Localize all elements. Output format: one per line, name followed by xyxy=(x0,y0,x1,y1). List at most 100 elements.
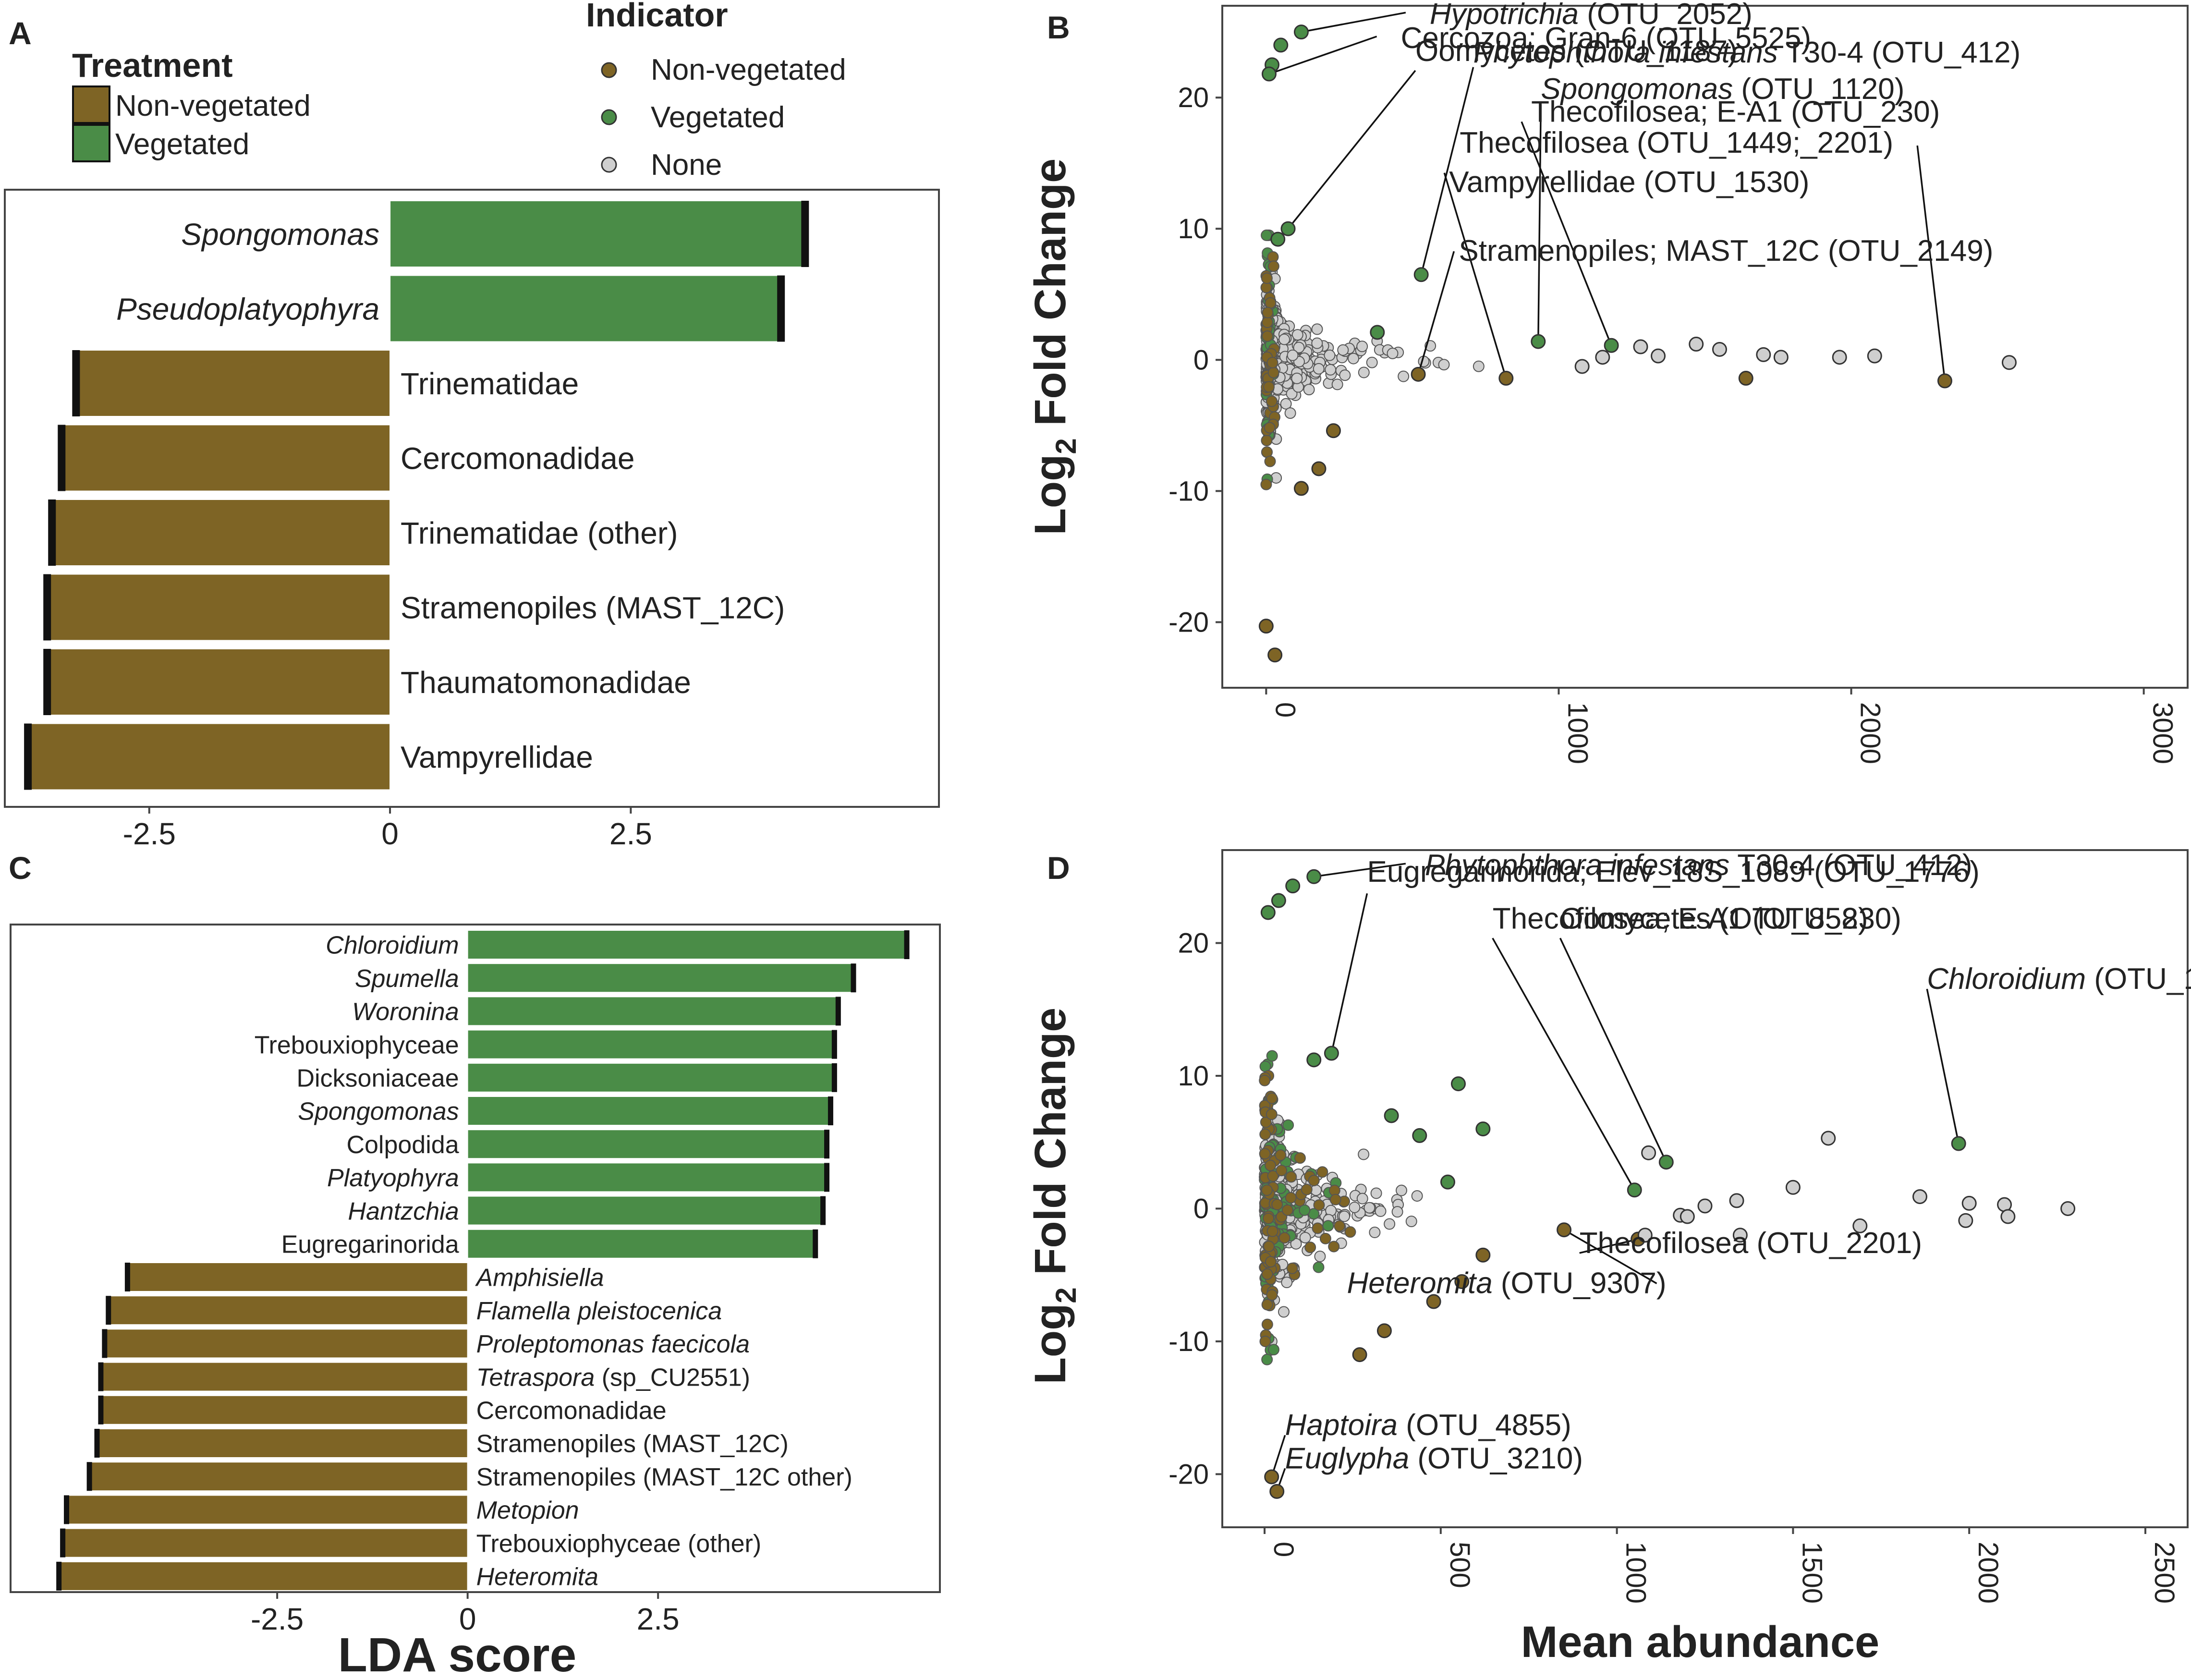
lda-bar xyxy=(86,1461,468,1492)
cloud-point xyxy=(1261,272,1273,284)
annotation-leader xyxy=(1420,67,1474,275)
annotation-label-part: Cercozoa; Gran-6 (OTU_5525) xyxy=(1401,22,1812,55)
cloud-point xyxy=(1293,341,1305,353)
panel-b-point-cloud xyxy=(1260,229,1485,490)
lda-category-label-part: Platyophyra xyxy=(327,1164,459,1192)
lda-bar-edge xyxy=(813,1229,818,1258)
annotation-label: Hypotrichia (OTU_2052) xyxy=(1430,0,1753,31)
annotation-leader xyxy=(1916,145,1946,381)
cloud-point xyxy=(1313,1261,1325,1273)
lda-category-label: Trebouxiophyceae (other) xyxy=(476,1530,762,1558)
highlighted-point xyxy=(1821,1131,1836,1146)
highlighted-point xyxy=(1531,334,1546,349)
highlighted-point xyxy=(1412,1128,1427,1143)
lda-bar-edge xyxy=(831,1063,837,1092)
cloud-point xyxy=(1261,1299,1273,1311)
cloud-point xyxy=(1262,1212,1274,1224)
cloud-point xyxy=(1266,1050,1278,1062)
panel-c-x-axis: -2.5 0 2.5 xyxy=(251,1592,680,1636)
lda-category-label: Platyophyra xyxy=(327,1164,459,1192)
y-tick-label: -10 xyxy=(1169,1326,1209,1357)
lda-bar-edge xyxy=(777,275,785,342)
cloud-point xyxy=(1266,1289,1278,1301)
highlighted-point xyxy=(1267,647,1283,663)
highlighted-point xyxy=(1689,337,1704,352)
highlighted-point xyxy=(1498,371,1514,386)
lda-category-label-part: Thaumatomonadidae xyxy=(401,665,691,700)
lda-category-label-part: Dicksoniaceae xyxy=(296,1065,459,1093)
cloud-point xyxy=(1275,1149,1287,1161)
lda-bar-edge xyxy=(824,1130,830,1159)
annotation-leader xyxy=(1579,1238,1639,1254)
cloud-point xyxy=(1299,1204,1311,1216)
cloud-point xyxy=(1267,366,1279,378)
lda-bar-edge xyxy=(824,1163,830,1192)
annotation-label-part: Hypotrichia xyxy=(1430,0,1579,31)
highlighted-point xyxy=(1285,878,1301,894)
highlighted-point xyxy=(1384,1108,1399,1123)
cloud-point xyxy=(1303,384,1315,396)
panel-a-bars xyxy=(24,200,810,791)
lda-bar xyxy=(467,996,841,1026)
lda-bar xyxy=(97,1362,468,1392)
panel-a-chart: Spongomonas Pseudoplatyophyra Trinematidae… xyxy=(4,189,940,851)
panel-a-x-axis: -2.5 0 2.5 xyxy=(123,807,652,851)
cloud-point xyxy=(1286,1262,1298,1274)
panel-b-y-axis-title-rest: Fold Change xyxy=(1026,158,1075,438)
lda-bar xyxy=(43,648,391,716)
annotation-leader xyxy=(1563,1229,1657,1284)
lda-bar xyxy=(72,350,391,417)
annotation-leader xyxy=(1268,36,1377,75)
lda-bar-edge xyxy=(56,1561,62,1591)
highlighted-point xyxy=(1264,1469,1279,1485)
annotation-label: Oomycetes (OTU_1187) xyxy=(1415,35,1738,68)
highlighted-point xyxy=(1961,1195,1977,1211)
cloud-point xyxy=(1259,1148,1271,1160)
lda-bar-edge xyxy=(102,1329,108,1358)
annotation-label-part: (OTU_3210) xyxy=(1409,1442,1583,1475)
highlighted-point xyxy=(1637,1228,1653,1243)
treatment-legend: Treatment Non-vegetated Vegetated xyxy=(72,47,311,162)
annotation-label: Eugregarinorida; Elev_18S_1089 (OTU_1776… xyxy=(1367,855,1980,889)
annotation-label-part: Oomycetes (OTU_858) xyxy=(1560,902,1868,935)
lda-category-label-part: Stramenopiles (MAST_12C) xyxy=(401,591,785,625)
x-tick-label: 0 xyxy=(381,816,399,851)
x-tick-label: 1500 xyxy=(1796,1542,1827,1604)
cloud-point xyxy=(1266,395,1278,407)
x-tick-label: 2000 xyxy=(1855,702,1886,764)
lda-category-label-part: Trebouxiophyceae xyxy=(255,1031,459,1059)
lda-bar-edge xyxy=(43,574,51,641)
y-tick-label: -20 xyxy=(1169,607,1209,638)
cloud-point xyxy=(1281,1277,1293,1289)
panel-c-x-axis-title: LDA score xyxy=(338,1628,576,1680)
annotation-leader xyxy=(1417,251,1455,375)
lda-category-label-part: Trinematidae (other) xyxy=(401,516,678,550)
x-tick-label: 3000 xyxy=(2147,702,2179,764)
lda-bar-edge xyxy=(98,1395,104,1424)
panel-b-y-axis-title-main: Log xyxy=(1026,454,1075,536)
cloud-point xyxy=(1331,378,1343,390)
cloud-point xyxy=(1384,1218,1396,1230)
lda-bar-edge xyxy=(64,1495,70,1524)
cloud-point xyxy=(1311,323,1323,335)
x-tick-label: 0 xyxy=(1269,702,1301,718)
lda-category-label-part: Flamella pleistocenica xyxy=(476,1297,722,1325)
cloud-point xyxy=(1261,1268,1273,1280)
annotation-leader xyxy=(1926,988,1960,1144)
indicator-legend-title: Indicator xyxy=(586,0,728,34)
lda-bar xyxy=(63,1495,468,1525)
lda-category-label-part: Trinematidae xyxy=(401,366,579,401)
legend-swatch-vegetated xyxy=(72,124,110,162)
annotation-label-part: Phytophthora infestans xyxy=(1425,849,1729,882)
lda-category-label-part: Hantzchia xyxy=(348,1197,459,1225)
highlighted-point xyxy=(1756,347,1771,362)
lda-bar-edge xyxy=(106,1296,111,1325)
highlighted-point xyxy=(1627,1182,1642,1198)
cloud-point xyxy=(1287,349,1299,361)
cloud-point xyxy=(1266,1092,1278,1104)
annotation-label-part: Oomycetes (OTU_1187) xyxy=(1415,35,1738,68)
cloud-point xyxy=(1285,1192,1297,1204)
highlighted-point xyxy=(1832,350,1847,365)
highlighted-point xyxy=(1557,1222,1572,1238)
lda-bar-edge xyxy=(98,1362,104,1391)
